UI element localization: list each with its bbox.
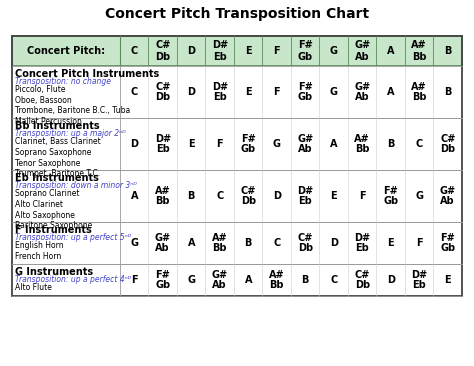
Text: E: E bbox=[245, 46, 252, 56]
Text: G#
Ab: G# Ab bbox=[297, 134, 313, 154]
Text: Piccolo, Flute
Oboe, Bassoon
Trombone, Baritone B.C., Tuba
Mallet Percussion: Piccolo, Flute Oboe, Bassoon Trombone, B… bbox=[15, 85, 130, 126]
Text: A#
Bb: A# Bb bbox=[269, 270, 284, 290]
Text: D: D bbox=[273, 191, 281, 201]
Text: G#
Ab: G# Ab bbox=[440, 186, 456, 206]
Text: Concert Pitch Instruments: Concert Pitch Instruments bbox=[15, 69, 159, 79]
Text: A: A bbox=[387, 87, 394, 97]
Text: C#
Db: C# Db bbox=[298, 233, 313, 253]
Text: English Horn
French Horn: English Horn French Horn bbox=[15, 241, 64, 261]
Text: F: F bbox=[416, 238, 422, 248]
Text: C#
Db: C# Db bbox=[355, 270, 370, 290]
Text: G: G bbox=[187, 275, 195, 285]
Text: A#
Bb: A# Bb bbox=[355, 134, 370, 154]
Text: B: B bbox=[444, 46, 451, 56]
Text: Transposition: up a perfect 4ⁿᴰ: Transposition: up a perfect 4ⁿᴰ bbox=[15, 275, 131, 284]
Text: C: C bbox=[131, 46, 138, 56]
Text: F#
Gb: F# Gb bbox=[298, 82, 313, 102]
Text: G#
Ab: G# Ab bbox=[212, 270, 228, 290]
Text: Clarinet, Bass Clarinet
Soprano Saxophone
Tenor Saxophone
Trumpet, Baritone T.C.: Clarinet, Bass Clarinet Soprano Saxophon… bbox=[15, 137, 101, 178]
Text: Alto Flute: Alto Flute bbox=[15, 283, 52, 292]
Text: B: B bbox=[444, 87, 451, 97]
Text: A: A bbox=[188, 238, 195, 248]
Text: Bb Instruments: Bb Instruments bbox=[15, 121, 100, 131]
Text: C: C bbox=[273, 238, 281, 248]
Text: D#
Eb: D# Eb bbox=[212, 40, 228, 61]
Text: A#
Bb: A# Bb bbox=[155, 186, 171, 206]
Text: B: B bbox=[301, 275, 309, 285]
Bar bbox=[12, 36, 462, 66]
Text: E: E bbox=[188, 139, 194, 149]
Text: Eb Instruments: Eb Instruments bbox=[15, 173, 99, 183]
Text: F#
Gb: F# Gb bbox=[440, 233, 456, 253]
Text: G Instruments: G Instruments bbox=[15, 267, 93, 277]
Text: F: F bbox=[273, 46, 280, 56]
Text: C#
Db: C# Db bbox=[440, 134, 456, 154]
Text: E: E bbox=[330, 191, 337, 201]
Bar bbox=[12, 222, 462, 264]
Text: Concert Pitch:: Concert Pitch: bbox=[27, 46, 105, 56]
Text: Transposition: down a minor 3ⁿᴰ: Transposition: down a minor 3ⁿᴰ bbox=[15, 181, 137, 190]
Text: A: A bbox=[387, 46, 394, 56]
Text: C#
Db: C# Db bbox=[155, 82, 171, 102]
Text: C: C bbox=[330, 275, 337, 285]
Text: F: F bbox=[131, 275, 137, 285]
Bar bbox=[12, 36, 462, 296]
Text: D: D bbox=[187, 46, 195, 56]
Text: A#
Bb: A# Bb bbox=[411, 40, 427, 61]
Text: E: E bbox=[387, 238, 394, 248]
Text: G: G bbox=[330, 87, 338, 97]
Text: D#
Eb: D# Eb bbox=[411, 270, 428, 290]
Text: D#
Eb: D# Eb bbox=[155, 134, 171, 154]
Text: B: B bbox=[387, 139, 394, 149]
Text: C: C bbox=[216, 191, 223, 201]
Text: B: B bbox=[188, 191, 195, 201]
Text: C#
Db: C# Db bbox=[155, 40, 171, 61]
Text: G: G bbox=[415, 191, 423, 201]
Text: D#
Eb: D# Eb bbox=[297, 186, 313, 206]
Bar bbox=[12, 264, 462, 296]
Text: G: G bbox=[273, 139, 281, 149]
Text: C: C bbox=[416, 139, 423, 149]
Text: A: A bbox=[130, 191, 138, 201]
Text: F#
Gb: F# Gb bbox=[241, 134, 256, 154]
Bar bbox=[12, 66, 462, 118]
Text: D: D bbox=[330, 238, 338, 248]
Text: G#
Ab: G# Ab bbox=[155, 233, 171, 253]
Text: D: D bbox=[130, 139, 138, 149]
Text: G#
Ab: G# Ab bbox=[354, 40, 370, 61]
Text: D: D bbox=[387, 275, 395, 285]
Text: F#
Gb: F# Gb bbox=[155, 270, 170, 290]
Text: F: F bbox=[217, 139, 223, 149]
Text: B: B bbox=[245, 238, 252, 248]
Text: F: F bbox=[273, 87, 280, 97]
Text: F Instruments: F Instruments bbox=[15, 225, 92, 235]
Bar bbox=[12, 170, 462, 222]
Text: A: A bbox=[245, 275, 252, 285]
Text: Transposition: up a perfect 5ⁿᴰ: Transposition: up a perfect 5ⁿᴰ bbox=[15, 233, 131, 242]
Text: D: D bbox=[187, 87, 195, 97]
Text: C#
Db: C# Db bbox=[241, 186, 256, 206]
Text: A: A bbox=[330, 139, 337, 149]
Text: F#
Gb: F# Gb bbox=[298, 40, 313, 61]
Text: E: E bbox=[445, 275, 451, 285]
Bar bbox=[12, 118, 462, 170]
Text: Transposition: up a major 2ⁿᴰ: Transposition: up a major 2ⁿᴰ bbox=[15, 129, 126, 138]
Text: F#
Gb: F# Gb bbox=[383, 186, 398, 206]
Text: G#
Ab: G# Ab bbox=[354, 82, 370, 102]
Text: D#
Eb: D# Eb bbox=[212, 82, 228, 102]
Text: A#
Bb: A# Bb bbox=[212, 233, 228, 253]
Text: Soprano Clarinet
Alto Clarinet
Alto Saxophone
Baritone Saxophone: Soprano Clarinet Alto Clarinet Alto Saxo… bbox=[15, 189, 92, 230]
Text: G: G bbox=[130, 238, 138, 248]
Text: E: E bbox=[245, 87, 252, 97]
Text: D#
Eb: D# Eb bbox=[354, 233, 370, 253]
Bar bbox=[12, 36, 462, 66]
Text: G: G bbox=[330, 46, 338, 56]
Text: F: F bbox=[359, 191, 365, 201]
Text: Concert Pitch Transposition Chart: Concert Pitch Transposition Chart bbox=[105, 7, 369, 21]
Text: A#
Bb: A# Bb bbox=[411, 82, 427, 102]
Text: C: C bbox=[131, 87, 138, 97]
Text: Transposition: no change: Transposition: no change bbox=[15, 77, 111, 86]
